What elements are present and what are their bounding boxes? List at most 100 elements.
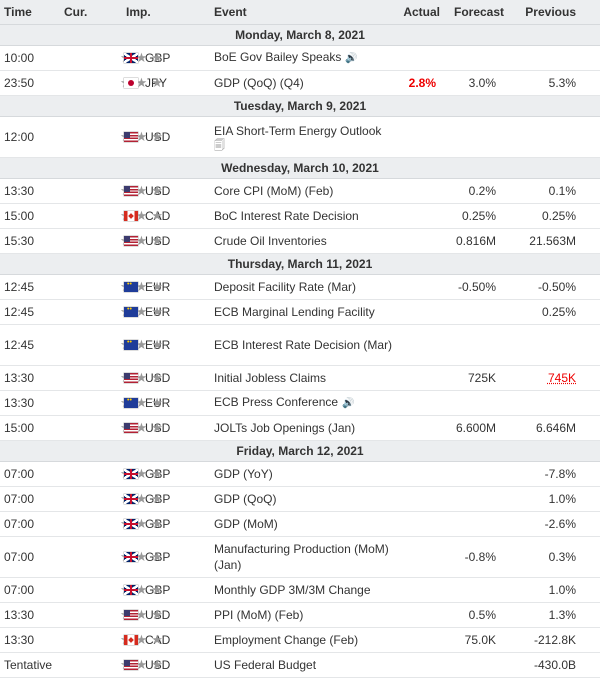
event-previous[interactable]: 745K xyxy=(520,365,600,391)
event-currency-cell: GBP xyxy=(60,461,170,487)
event-actual xyxy=(398,324,450,366)
event-time: 13:30 xyxy=(0,390,60,416)
event-time: 07:00 xyxy=(0,536,60,578)
event-importance: ★★★ xyxy=(120,536,208,578)
event-name[interactable]: Deposit Facility Rate (Mar) xyxy=(214,280,357,294)
event-previous: 0.1% xyxy=(520,178,600,204)
gbp-flag-icon xyxy=(124,494,138,504)
event-actual xyxy=(398,652,450,678)
header-importance[interactable]: Imp. xyxy=(122,0,208,25)
event-currency-cell: USD xyxy=(60,652,170,678)
event-name[interactable]: EIA Short-Term Energy Outlook xyxy=(214,123,382,138)
event-row[interactable]: 07:00 GBP ★★★ Manufacturing Production (MoM… xyxy=(0,536,600,578)
event-row[interactable]: 15:00 CAD ★★★ BoC Interest Rate Decision 0.2… xyxy=(0,203,600,229)
header-actual[interactable]: Actual xyxy=(398,0,450,25)
event-currency-cell: GBP xyxy=(60,511,170,537)
event-previous: -430.0B xyxy=(520,652,600,678)
event-name-cell: EIA Short-Term Energy Outlook 🗐 xyxy=(208,116,398,158)
event-row[interactable]: 23:50 JPY ★★★ GDP (QoQ) (Q4) 2.8% 3.0% 5.3% xyxy=(0,70,600,96)
event-time: 12:00 xyxy=(0,116,60,158)
gbp-flag-icon xyxy=(124,585,138,595)
event-name[interactable]: PPI (MoM) (Feb) xyxy=(214,608,304,622)
event-time: 15:00 xyxy=(0,415,60,441)
event-name[interactable]: JOLTs Job Openings (Jan) xyxy=(214,421,356,435)
event-currency-cell: EUR xyxy=(60,299,170,325)
event-row[interactable]: 13:30 USD ★★★ Core CPI (MoM) (Feb) 0.2% 0.1% xyxy=(0,178,600,204)
event-row[interactable]: 07:00 GBP ★★★ GDP (YoY) -7.8% xyxy=(0,461,600,487)
event-name[interactable]: GDP (YoY) xyxy=(214,467,273,481)
event-row[interactable]: 13:30 CAD ★★★ Employment Change (Feb) 75.0K -… xyxy=(0,627,600,653)
event-name[interactable]: Initial Jobless Claims xyxy=(214,371,327,385)
day-label: Friday, March 12, 2021 xyxy=(0,440,600,462)
event-name-cell: US Federal Budget xyxy=(208,652,398,678)
event-time: 12:45 xyxy=(0,274,60,300)
document-icon[interactable]: 🗐 xyxy=(214,139,225,152)
event-row[interactable]: 12:00 USD ★★★ EIA Short-Term Energy Outlook… xyxy=(0,116,600,158)
event-actual xyxy=(398,577,450,603)
event-name[interactable]: GDP (MoM) xyxy=(214,517,278,531)
event-name[interactable]: GDP (QoQ) xyxy=(214,492,277,506)
event-previous: -7.8% xyxy=(520,461,600,487)
event-previous: 0.25% xyxy=(520,203,600,229)
event-previous xyxy=(520,116,600,158)
event-row[interactable]: 07:00 GBP ★★★ Monthly GDP 3M/3M Change 1.0% xyxy=(0,577,600,603)
usd-flag-icon xyxy=(124,423,138,433)
event-actual xyxy=(398,365,450,391)
event-name[interactable]: ECB Press Conference xyxy=(214,395,339,409)
event-previous: 1.3% xyxy=(520,602,600,628)
event-forecast xyxy=(450,486,520,512)
header-currency[interactable]: Cur. xyxy=(60,0,122,25)
day-header-row: Thursday, March 11, 2021 xyxy=(0,253,600,275)
eur-flag-icon xyxy=(124,280,138,292)
header-previous[interactable]: Previous xyxy=(520,0,600,25)
event-currency-cell: USD xyxy=(60,116,170,158)
event-name[interactable]: US Federal Budget xyxy=(214,658,317,672)
event-row[interactable]: 15:00 USD ★★★ JOLTs Job Openings (Jan) 6.600… xyxy=(0,415,600,441)
event-row[interactable]: Tentative USD ★★★ US Federal Budget -430.0B xyxy=(0,652,600,678)
event-name[interactable]: Employment Change (Feb) xyxy=(214,633,359,647)
event-time: 12:45 xyxy=(0,299,60,325)
event-row[interactable]: 13:30 USD ★★★ PPI (MoM) (Feb) 0.5% 1.3% xyxy=(0,602,600,628)
event-name[interactable]: Monthly GDP 3M/3M Change xyxy=(214,583,371,597)
event-forecast: -0.50% xyxy=(450,274,520,300)
header-time[interactable]: Time xyxy=(0,0,60,25)
event-actual xyxy=(398,461,450,487)
event-name[interactable]: ECB Marginal Lending Facility xyxy=(214,305,375,319)
event-name[interactable]: Crude Oil Inventories xyxy=(214,234,327,248)
calendar-body: Monday, March 8, 2021 10:00 GBP ★★★ BoE Gov … xyxy=(0,24,600,678)
event-name-cell: Monthly GDP 3M/3M Change xyxy=(208,577,398,603)
event-name-cell: GDP (QoQ) (Q4) xyxy=(208,70,398,96)
event-row[interactable]: 10:00 GBP ★★★ BoE Gov Bailey Speaks 🔊 xyxy=(0,45,600,71)
event-name[interactable]: BoC Interest Rate Decision xyxy=(214,209,359,223)
event-name[interactable]: BoE Gov Bailey Speaks xyxy=(214,50,342,64)
usd-flag-icon xyxy=(124,373,138,383)
event-row[interactable]: 13:30 USD ★★★ Initial Jobless Claims 725K 745… xyxy=(0,365,600,391)
event-name[interactable]: Core CPI (MoM) (Feb) xyxy=(214,184,334,198)
event-name-cell: GDP (YoY) xyxy=(208,461,398,487)
event-row[interactable]: 13:30EUR★★★ECB Press Conference🔊 xyxy=(0,390,600,416)
eur-flag-icon xyxy=(124,338,138,350)
header-event[interactable]: Event xyxy=(208,0,398,25)
usd-flag-icon xyxy=(124,660,138,670)
event-previous: 6.646M xyxy=(520,415,600,441)
event-currency-cell: EUR xyxy=(60,324,170,366)
event-name-cell: JOLTs Job Openings (Jan) xyxy=(208,415,398,441)
eur-flag-icon xyxy=(124,396,138,408)
event-row[interactable]: 12:45EUR★★★ECB Marginal Lending Facility… xyxy=(0,299,600,325)
event-name[interactable]: Manufacturing Production (MoM) (Jan) xyxy=(214,542,389,572)
event-currency-cell: CAD xyxy=(60,627,170,653)
event-name-cell: ECB Press Conference 🔊 xyxy=(208,390,398,416)
event-row[interactable]: 07:00 GBP ★★★ GDP (MoM) -2.6% xyxy=(0,511,600,537)
event-name[interactable]: ECB Interest Rate Decision (Mar) xyxy=(214,338,393,352)
header-forecast[interactable]: Forecast xyxy=(450,0,520,25)
event-forecast xyxy=(450,116,520,158)
event-previous: -0.50% xyxy=(520,274,600,300)
event-row[interactable]: 15:30 USD ★★★ Crude Oil Inventories 0.816M 21… xyxy=(0,228,600,254)
event-forecast xyxy=(450,324,520,366)
event-row[interactable]: 07:00 GBP ★★★ GDP (QoQ) 1.0% xyxy=(0,486,600,512)
event-name[interactable]: GDP (QoQ) (Q4) xyxy=(214,76,304,90)
event-row[interactable]: 12:45EUR★★★ Deposit Facility Rate (Mar) -0… xyxy=(0,274,600,300)
event-row[interactable]: 12:45EUR★★★ECB Interest Rate Decision (M… xyxy=(0,324,600,366)
event-previous: 0.25% xyxy=(520,299,600,325)
